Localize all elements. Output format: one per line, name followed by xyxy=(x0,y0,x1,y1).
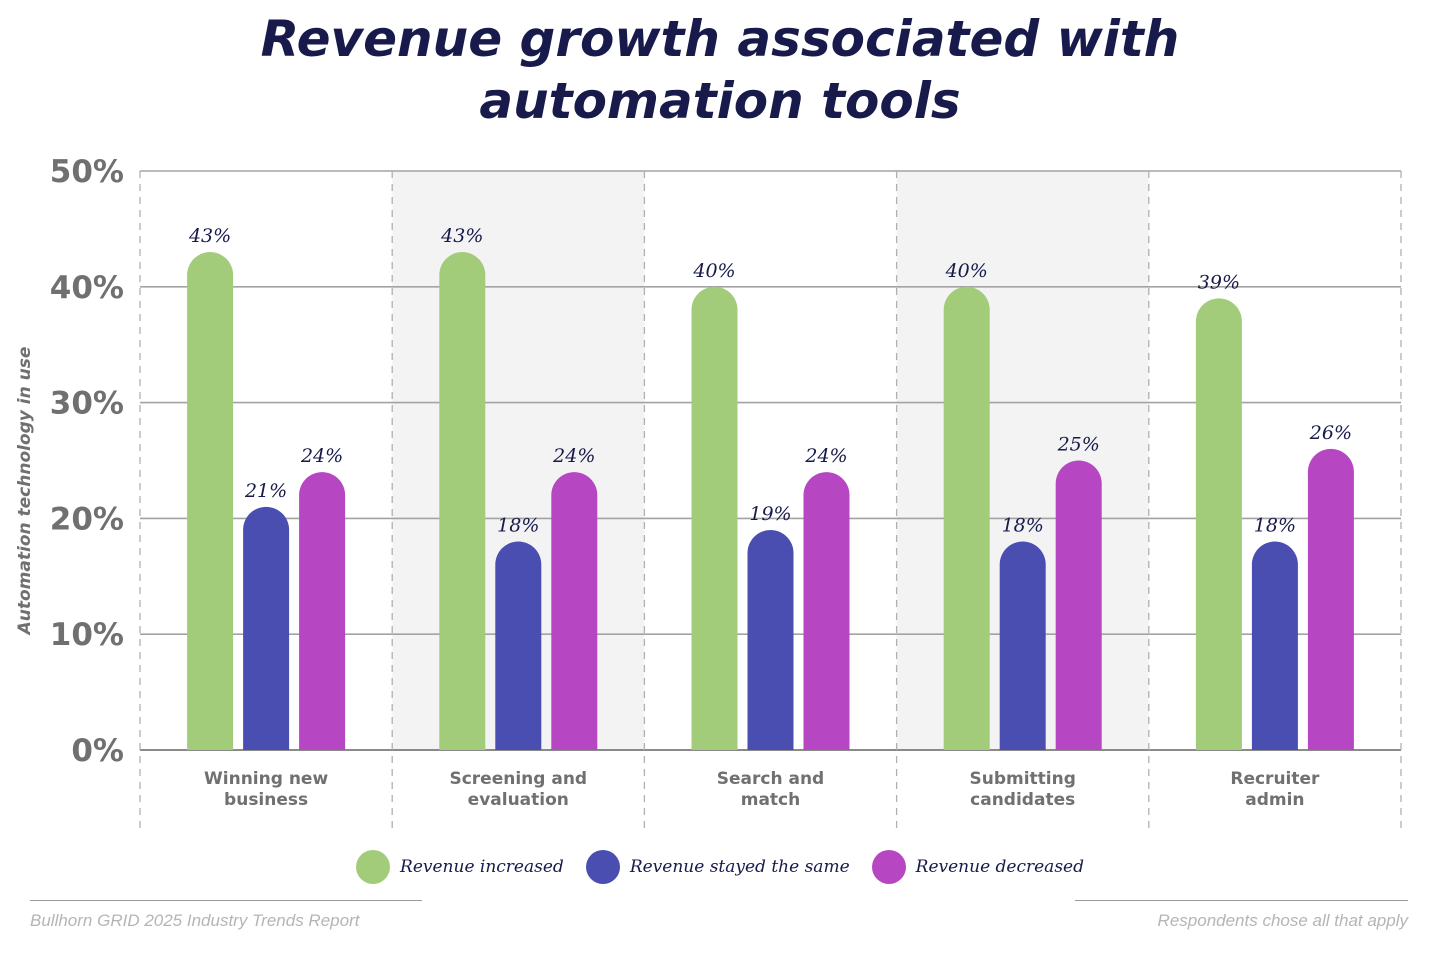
bar-decreased xyxy=(1307,448,1354,750)
footer-rule-right xyxy=(1075,900,1408,901)
legend-item-same: Revenue stayed the same xyxy=(585,850,850,884)
bar-same xyxy=(1251,541,1298,750)
bar-chart: 0% 10% 20% 30% 40% 50% Automation technology i… xyxy=(15,154,1402,828)
data-label: 19% xyxy=(749,503,791,525)
y-tick-label: 0% xyxy=(71,733,124,769)
chart-title-line-2: automation tools xyxy=(479,72,961,130)
y-tick-label: 50% xyxy=(50,154,124,190)
bar-decreased xyxy=(803,472,850,750)
bar-same xyxy=(999,541,1046,750)
x-category-label: candidates xyxy=(970,790,1075,810)
legend-swatch-increased xyxy=(356,850,391,884)
x-category-label: evaluation xyxy=(468,790,569,810)
data-label: 24% xyxy=(300,445,343,467)
x-category-label: Submitting xyxy=(969,769,1075,789)
bar-same xyxy=(495,541,542,750)
data-label: 40% xyxy=(945,260,988,282)
y-tick-label: 40% xyxy=(50,270,124,306)
x-category-label: admin xyxy=(1245,790,1304,810)
bar-decreased xyxy=(1055,460,1102,750)
bar-same xyxy=(747,529,794,750)
legend-label-decreased: Revenue decreased xyxy=(915,857,1084,877)
legend-swatch-same xyxy=(585,850,620,884)
bar-increased xyxy=(187,252,234,750)
data-label: 24% xyxy=(552,445,595,467)
data-label: 26% xyxy=(1309,422,1352,444)
chart-title: Revenue growth associated with automatio… xyxy=(0,8,1440,132)
legend-item-decreased: Revenue decreased xyxy=(871,850,1084,884)
x-category-label: Screening and xyxy=(449,769,587,789)
y-axis-title: Automation technology in use xyxy=(15,347,35,637)
footer-source: Bullhorn GRID 2025 Industry Trends Repor… xyxy=(30,911,360,930)
data-label: 21% xyxy=(244,480,287,502)
data-label: 18% xyxy=(1254,515,1296,537)
data-label: 40% xyxy=(692,260,735,282)
data-label: 25% xyxy=(1057,434,1100,456)
x-category-label: match xyxy=(741,790,801,810)
bar-increased xyxy=(439,252,486,750)
data-label: 43% xyxy=(440,225,483,247)
x-category-label: Recruiter xyxy=(1230,769,1320,789)
footer-rule-left xyxy=(30,900,422,901)
y-tick-label: 10% xyxy=(50,617,124,653)
legend-label-same: Revenue stayed the same xyxy=(629,857,850,877)
bar-increased xyxy=(1195,298,1242,750)
bar-decreased xyxy=(299,472,346,750)
legend-item-increased: Revenue increased xyxy=(356,850,564,884)
data-label: 39% xyxy=(1198,271,1240,293)
x-category-label: Search and xyxy=(717,769,824,789)
y-tick-label: 30% xyxy=(50,386,124,422)
data-label: 43% xyxy=(188,225,231,247)
chart-title-line-1: Revenue growth associated with xyxy=(260,10,1180,68)
legend-swatch-decreased xyxy=(871,850,906,884)
footer-note: Respondents chose all that apply xyxy=(1157,911,1408,930)
data-label: 24% xyxy=(804,445,847,467)
x-category-label: business xyxy=(224,790,308,810)
bar-decreased xyxy=(551,472,598,750)
data-label: 18% xyxy=(497,515,539,537)
data-label: 18% xyxy=(1002,515,1044,537)
legend-label-increased: Revenue increased xyxy=(400,857,564,877)
bar-same xyxy=(243,506,290,750)
x-category-label: Winning new xyxy=(204,769,328,789)
chart-legend: Revenue increased Revenue stayed the sam… xyxy=(0,850,1440,884)
y-tick-label: 20% xyxy=(50,501,124,537)
bar-increased xyxy=(943,286,990,750)
bar-increased xyxy=(691,286,738,750)
